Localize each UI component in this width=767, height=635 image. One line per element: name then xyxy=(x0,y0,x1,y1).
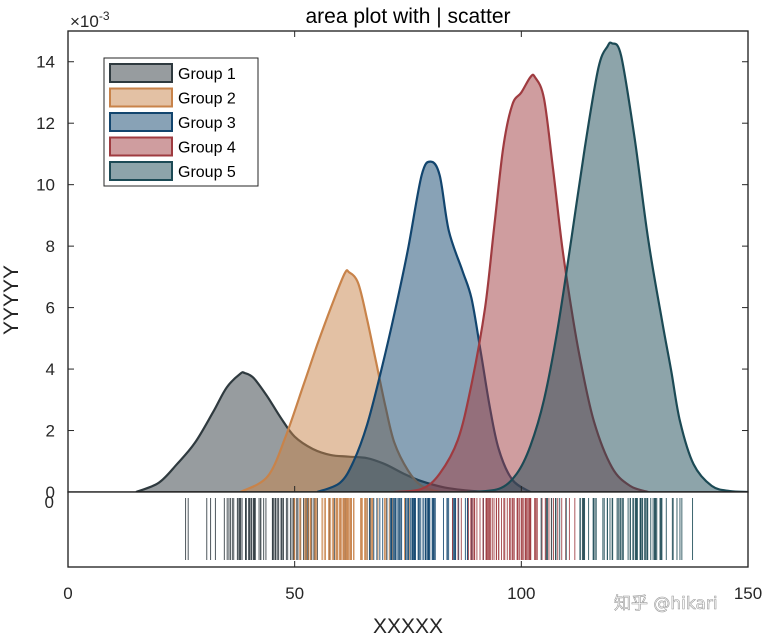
legend-swatch-group-5 xyxy=(109,161,173,181)
legend-items: Group 1 Group 2 Group 3 Group 4 Group 5 xyxy=(109,63,236,181)
y-axis-label: YYYYY xyxy=(0,265,23,335)
legend-label-group-4: Group 4 xyxy=(178,140,236,157)
x-tick-label: 150 xyxy=(734,584,762,603)
y-tick-label: 0 xyxy=(46,483,55,502)
legend-label-group-1: Group 1 xyxy=(178,66,236,83)
y-tick-label: 2 xyxy=(46,422,55,441)
x-tick-labels: 0 50 100 150 xyxy=(63,584,762,603)
strip-lines-group xyxy=(185,498,694,560)
y-tick-label: 12 xyxy=(36,114,55,133)
chart-title: area plot with | scatter xyxy=(305,5,510,28)
area-series-group xyxy=(135,41,749,494)
legend-swatch-group-3 xyxy=(109,112,173,132)
legend-swatch-group-2 xyxy=(109,87,173,108)
legend-swatch-group-4 xyxy=(109,136,173,157)
y-tick-label: 4 xyxy=(46,360,55,379)
x-tick-label: 50 xyxy=(285,584,304,603)
y-tick-label: 10 xyxy=(36,176,55,195)
area-fill-group-1 xyxy=(136,372,486,492)
y-tick-labels: 0 2 4 6 8 10 12 14 xyxy=(36,53,55,502)
strip-axes-frame xyxy=(67,491,749,568)
legend-label-group-2: Group 2 xyxy=(178,91,236,108)
y-exponent-label: ×10-3 xyxy=(70,9,110,31)
x-axis-label: XXXXX xyxy=(373,615,443,635)
y-tick-label: 14 xyxy=(36,53,55,72)
area-fill-group-5 xyxy=(466,42,748,493)
legend-label-group-5: Group 5 xyxy=(178,164,236,181)
x-tick-label: 100 xyxy=(507,584,535,603)
strip-tick-label: 0 xyxy=(45,493,54,512)
x-tick-label: 0 xyxy=(63,584,72,603)
legend-swatch-group-1 xyxy=(109,63,173,83)
watermark: 知乎 @hikari xyxy=(614,594,718,614)
y-tick-label: 6 xyxy=(46,299,55,318)
y-tick-label: 8 xyxy=(46,237,55,256)
area-line-group-5 xyxy=(466,41,749,494)
legend-label-group-3: Group 3 xyxy=(178,115,236,132)
